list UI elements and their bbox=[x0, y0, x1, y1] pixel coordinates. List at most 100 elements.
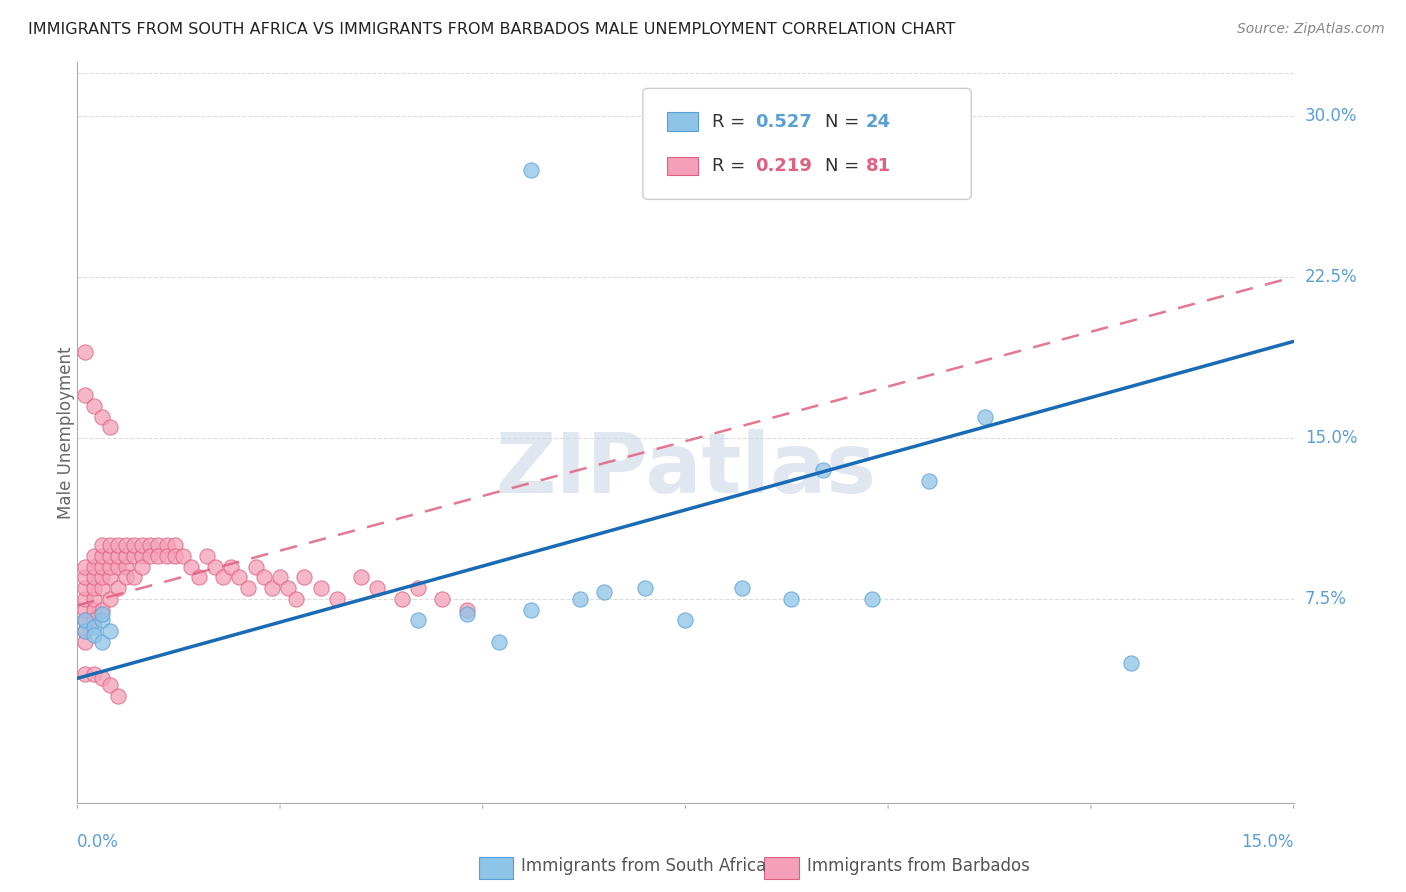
Point bbox=[75, 635, 97, 649]
Point bbox=[83, 602, 105, 616]
Point bbox=[90, 635, 112, 649]
Point bbox=[90, 671, 112, 685]
Point bbox=[675, 614, 697, 628]
FancyBboxPatch shape bbox=[478, 857, 513, 879]
Point bbox=[779, 591, 801, 606]
Point bbox=[83, 559, 105, 574]
Point bbox=[75, 624, 97, 639]
Point bbox=[83, 628, 105, 642]
Text: 30.0%: 30.0% bbox=[1305, 107, 1357, 125]
Point bbox=[634, 581, 657, 595]
Text: 22.5%: 22.5% bbox=[1305, 268, 1357, 286]
Point bbox=[326, 591, 349, 606]
Point bbox=[155, 549, 177, 563]
Point bbox=[75, 624, 97, 639]
Point bbox=[131, 538, 153, 552]
Point bbox=[245, 559, 267, 574]
Point bbox=[98, 624, 121, 639]
Text: 81: 81 bbox=[866, 157, 890, 175]
Text: R =: R = bbox=[713, 157, 751, 175]
Text: 0.219: 0.219 bbox=[755, 157, 811, 175]
Text: Immigrants from South Africa: Immigrants from South Africa bbox=[522, 856, 766, 875]
Point bbox=[366, 581, 388, 595]
Point bbox=[83, 614, 105, 628]
Text: R =: R = bbox=[713, 112, 751, 130]
Point bbox=[813, 463, 835, 477]
Point bbox=[430, 591, 453, 606]
Point bbox=[155, 538, 177, 552]
Point bbox=[107, 559, 129, 574]
Point bbox=[204, 559, 226, 574]
Point bbox=[115, 570, 138, 584]
Point bbox=[285, 591, 308, 606]
Point bbox=[75, 614, 97, 628]
FancyBboxPatch shape bbox=[668, 157, 697, 176]
Point bbox=[98, 420, 121, 434]
Text: 24: 24 bbox=[866, 112, 890, 130]
Point bbox=[212, 570, 235, 584]
Point bbox=[350, 570, 373, 584]
Point bbox=[90, 538, 112, 552]
Point bbox=[188, 570, 211, 584]
Point bbox=[236, 581, 259, 595]
Point bbox=[228, 570, 250, 584]
Point bbox=[918, 474, 941, 488]
Text: N =: N = bbox=[825, 112, 865, 130]
Point bbox=[98, 549, 121, 563]
Point bbox=[83, 591, 105, 606]
Point bbox=[391, 591, 413, 606]
Point bbox=[520, 162, 543, 177]
Point bbox=[131, 559, 153, 574]
Text: 0.527: 0.527 bbox=[755, 112, 811, 130]
Point bbox=[107, 538, 129, 552]
Text: Immigrants from Barbados: Immigrants from Barbados bbox=[807, 856, 1031, 875]
Point bbox=[115, 549, 138, 563]
Point bbox=[90, 549, 112, 563]
Point bbox=[98, 538, 121, 552]
Point bbox=[90, 570, 112, 584]
Point bbox=[90, 602, 112, 616]
Point bbox=[83, 667, 105, 681]
Point bbox=[488, 635, 510, 649]
Point bbox=[75, 570, 97, 584]
Point bbox=[98, 559, 121, 574]
Point bbox=[75, 602, 97, 616]
Point bbox=[75, 345, 97, 359]
Point bbox=[131, 549, 153, 563]
Point bbox=[83, 570, 105, 584]
Point bbox=[253, 570, 276, 584]
Point bbox=[75, 667, 97, 681]
Point bbox=[456, 602, 478, 616]
Y-axis label: Male Unemployment: Male Unemployment bbox=[58, 346, 75, 519]
Point bbox=[180, 559, 202, 574]
FancyBboxPatch shape bbox=[765, 857, 799, 879]
Point bbox=[75, 591, 97, 606]
Point bbox=[90, 607, 112, 621]
Point bbox=[115, 559, 138, 574]
FancyBboxPatch shape bbox=[668, 112, 697, 131]
Point bbox=[309, 581, 332, 595]
Point bbox=[90, 559, 112, 574]
Point bbox=[98, 591, 121, 606]
Point bbox=[122, 538, 145, 552]
Text: Source: ZipAtlas.com: Source: ZipAtlas.com bbox=[1237, 22, 1385, 37]
Point bbox=[269, 570, 291, 584]
Point bbox=[406, 581, 429, 595]
Point bbox=[292, 570, 315, 584]
Point bbox=[75, 388, 97, 402]
Point bbox=[456, 607, 478, 621]
Point bbox=[90, 409, 112, 424]
Text: IMMIGRANTS FROM SOUTH AFRICA VS IMMIGRANTS FROM BARBADOS MALE UNEMPLOYMENT CORRE: IMMIGRANTS FROM SOUTH AFRICA VS IMMIGRAN… bbox=[28, 22, 956, 37]
Point bbox=[195, 549, 218, 563]
Text: 7.5%: 7.5% bbox=[1305, 590, 1347, 608]
Text: 0.0%: 0.0% bbox=[77, 833, 120, 851]
Point bbox=[1121, 657, 1143, 671]
Point bbox=[90, 614, 112, 628]
Text: 15.0%: 15.0% bbox=[1241, 833, 1294, 851]
Point bbox=[163, 549, 186, 563]
Point bbox=[148, 549, 170, 563]
Text: N =: N = bbox=[825, 157, 865, 175]
Point bbox=[148, 538, 170, 552]
Point bbox=[83, 399, 105, 413]
Point bbox=[974, 409, 997, 424]
